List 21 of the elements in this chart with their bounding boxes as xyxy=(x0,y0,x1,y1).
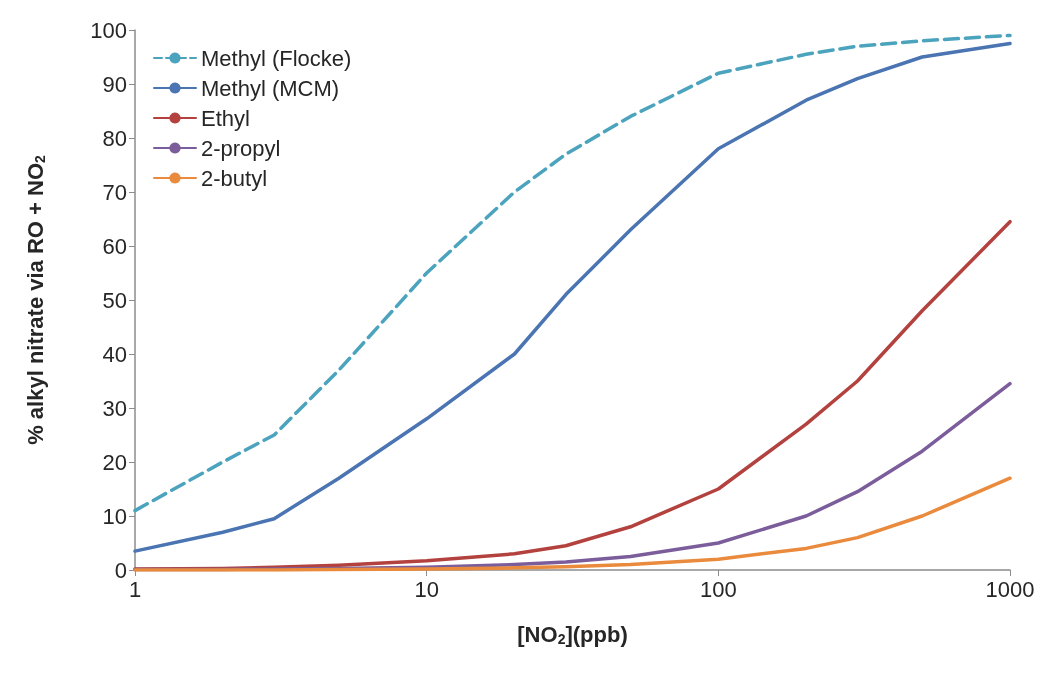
y-tick-label: 90 xyxy=(102,71,127,97)
y-tick-label: 40 xyxy=(102,341,127,367)
legend-label: Ethyl xyxy=(201,105,250,131)
y-tick-label: 20 xyxy=(102,449,127,475)
x-tick-label: 1 xyxy=(128,576,142,602)
y-tick-label: 10 xyxy=(102,503,127,529)
y-tick-label: 50 xyxy=(102,287,127,313)
y-tick-label: 0 xyxy=(114,557,127,583)
x-tick-label: 10 xyxy=(414,576,439,602)
legend-label: 2-propyl xyxy=(201,135,281,161)
legend-label: 2-butyl xyxy=(201,165,268,191)
y-tick-label: 80 xyxy=(102,125,127,151)
y-tick-label: 60 xyxy=(102,233,127,259)
x-tick-label: 1000 xyxy=(985,576,1035,602)
y-tick-label: 30 xyxy=(102,395,127,421)
legend-label: Methyl (MCM) xyxy=(201,75,340,101)
x-tick-label: 100 xyxy=(699,576,737,602)
y-tick-label: 70 xyxy=(102,179,127,205)
x-axis-title: [NO2](ppb) xyxy=(517,621,628,647)
legend-label: Methyl (Flocke) xyxy=(201,45,352,71)
y-tick-label: 100 xyxy=(90,17,127,43)
